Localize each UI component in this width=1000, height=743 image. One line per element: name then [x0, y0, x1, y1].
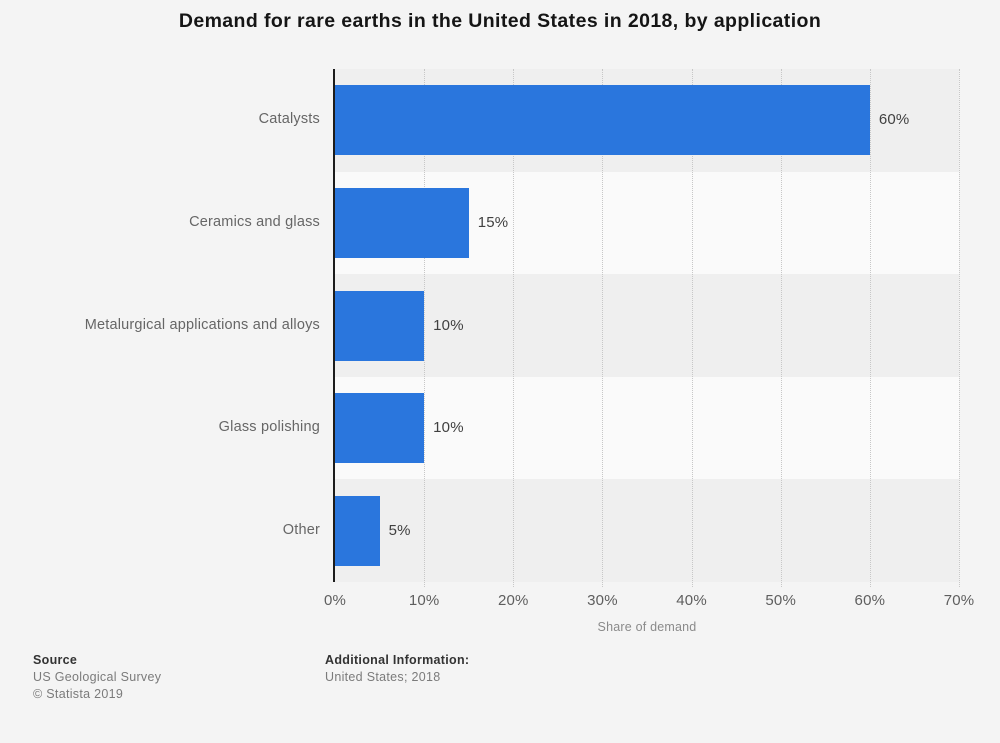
additional-info-label: Additional Information:: [325, 653, 470, 667]
chart-title: Demand for rare earths in the United Sta…: [178, 10, 822, 32]
bar-other: [335, 495, 380, 566]
row-stripe: [335, 479, 959, 582]
additional-info-block: Additional Information: United States; 2…: [325, 652, 469, 686]
x-tick-label: 40%: [676, 592, 707, 609]
gridline: [959, 69, 960, 587]
category-label: Other: [282, 521, 320, 538]
source-value: US Geological Survey: [33, 670, 162, 684]
x-axis-title: Share of demand: [597, 620, 697, 634]
x-tick-label: 70%: [943, 592, 975, 609]
bar-value-label: 15%: [477, 213, 509, 231]
x-tick-label: 0%: [323, 592, 347, 609]
x-tick-label: 10%: [408, 592, 440, 609]
copyright-notice: © Statista 2019: [33, 687, 124, 701]
x-tick-label: 50%: [765, 592, 797, 609]
gridline: [780, 69, 782, 587]
category-label: Ceramics and glass: [189, 213, 320, 230]
gridline: [691, 69, 693, 587]
row-stripe: [335, 274, 959, 377]
plot-area: 60% 15% 10% 10% 5%: [333, 69, 960, 587]
bar-value-label: 5%: [388, 521, 411, 539]
source-block: Source US Geological Survey © Statista 2…: [33, 652, 161, 703]
source-label: Source: [33, 653, 78, 667]
category-label: Glass polishing: [218, 419, 320, 436]
x-tick-label: 30%: [587, 592, 618, 609]
bar-ceramics-and-glass: [335, 187, 469, 258]
bar-value-label: 10%: [433, 316, 464, 334]
additional-info-value: United States; 2018: [325, 670, 441, 684]
category-axis: Catalysts Ceramics and glass Metalurgical …: [0, 69, 320, 582]
gridline: [513, 69, 515, 587]
bar-value-label: 10%: [433, 419, 464, 437]
gridline: [869, 69, 871, 587]
y-axis-line: [333, 69, 335, 582]
bar-value-label: 60%: [878, 111, 910, 129]
gridline: [602, 69, 604, 587]
x-axis-ticks: 0% 10% 20% 30% 40% 50% 60% 70%: [0, 592, 1000, 610]
x-tick-label: 20%: [497, 592, 529, 609]
category-label: Catalysts: [258, 111, 320, 128]
gridline: [424, 69, 426, 587]
bar-catalysts: [335, 85, 870, 156]
bar-metalurgical-applications-and-alloys: [335, 290, 425, 361]
category-label: Metalurgical applications and alloys: [84, 316, 320, 333]
x-tick-label: 60%: [854, 592, 886, 609]
row-stripe: [335, 376, 959, 480]
bar-glass-polishing: [335, 393, 425, 464]
